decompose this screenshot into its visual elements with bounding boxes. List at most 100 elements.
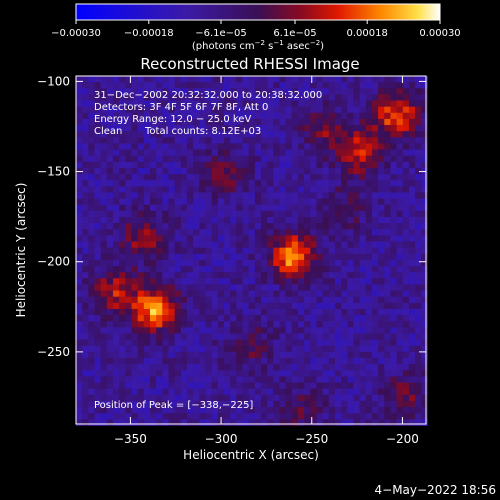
heatmap-cell xyxy=(365,272,373,279)
heatmap-cell xyxy=(82,161,89,169)
heatmap-cell xyxy=(82,266,89,273)
heatmap-cell xyxy=(186,315,194,322)
heatmap-cell xyxy=(322,272,330,279)
heatmap-cell xyxy=(359,198,367,206)
heatmap-cell xyxy=(316,308,324,316)
heatmap-cell xyxy=(297,118,305,126)
heatmap-cell xyxy=(174,247,182,255)
heatmap-cell xyxy=(236,204,243,212)
heatmap-cell xyxy=(230,266,237,273)
heatmap-cell xyxy=(94,407,102,414)
heatmap-cell xyxy=(230,388,237,396)
heatmap-cell xyxy=(211,241,219,249)
heatmap-cell xyxy=(267,351,274,359)
heatmap-cell xyxy=(131,259,139,267)
heatmap-cell xyxy=(174,125,182,132)
heatmap-cell xyxy=(310,419,317,426)
heatmap-cell xyxy=(421,235,428,242)
heatmap-cell xyxy=(76,266,83,273)
heatmap-cell xyxy=(291,161,299,169)
heatmap-cell xyxy=(223,308,231,316)
heatmap-cell xyxy=(174,204,182,212)
heatmap-cell xyxy=(217,106,225,114)
heatmap-cell xyxy=(396,149,404,157)
heatmap-cell xyxy=(415,419,422,426)
heatmap-cell xyxy=(285,131,293,138)
heatmap-cell xyxy=(304,413,311,420)
heatmap-cell xyxy=(162,351,169,359)
heatmap-cell xyxy=(205,394,213,402)
heatmap-cell xyxy=(112,278,120,285)
heatmap-cell xyxy=(408,266,416,273)
heatmap-cell xyxy=(149,333,157,341)
heatmap-cell xyxy=(421,180,428,187)
heatmap-cell xyxy=(304,259,311,267)
heatmap-cell xyxy=(291,266,299,273)
heatmap-cell xyxy=(408,125,416,132)
heatmap-cell xyxy=(76,82,83,89)
heatmap-cell xyxy=(168,88,176,95)
heatmap-cell xyxy=(415,394,422,402)
heatmap-cell xyxy=(353,382,361,390)
heatmap-cell xyxy=(217,364,225,371)
heatmap-cell xyxy=(168,94,176,101)
heatmap-cell xyxy=(125,88,132,95)
heatmap-cell xyxy=(205,112,213,120)
heatmap-cell xyxy=(211,339,219,347)
heatmap-cell xyxy=(205,321,213,328)
heatmap-cell xyxy=(242,118,250,126)
heatmap-cell xyxy=(242,284,250,291)
heatmap-cell xyxy=(242,358,250,365)
heatmap-cell xyxy=(143,180,151,187)
heatmap-cell xyxy=(180,149,188,157)
heatmap-cell xyxy=(267,419,274,426)
heatmap-cell xyxy=(328,388,336,396)
heatmap-cell xyxy=(217,315,225,322)
heatmap-cell xyxy=(359,302,367,310)
heatmap-cell xyxy=(341,272,348,279)
heatmap-cell xyxy=(359,180,367,187)
heatmap-cell xyxy=(76,118,83,126)
heatmap-cell xyxy=(205,333,213,341)
heatmap-cell xyxy=(236,88,243,95)
heatmap-cell xyxy=(230,118,237,126)
heatmap-cell xyxy=(334,278,342,285)
heatmap-cell xyxy=(125,106,132,114)
heatmap-cell xyxy=(174,351,182,359)
heatmap-cell xyxy=(242,308,250,316)
heatmap-cell xyxy=(254,364,262,371)
heatmap-cell xyxy=(415,315,422,322)
heatmap-cell xyxy=(217,223,225,230)
heatmap-cell xyxy=(82,358,89,365)
heatmap-cell xyxy=(390,308,398,316)
heatmap-cell xyxy=(378,131,385,138)
heatmap-cell xyxy=(112,345,120,353)
heatmap-cell xyxy=(211,100,219,108)
heatmap-cell xyxy=(199,400,206,408)
heatmap-cell xyxy=(106,351,114,359)
heatmap-cell xyxy=(396,100,404,108)
heatmap-cell xyxy=(131,419,139,426)
heatmap-cell xyxy=(88,302,95,310)
heatmap-cell xyxy=(88,137,95,144)
heatmap-cell xyxy=(156,388,163,396)
heatmap-cell xyxy=(291,351,299,359)
heatmap-cell xyxy=(180,278,188,285)
heatmap-cell xyxy=(328,284,336,291)
heatmap-cell xyxy=(88,247,95,255)
heatmap-cell xyxy=(211,266,219,273)
heatmap-cell xyxy=(156,186,163,193)
heatmap-cell xyxy=(353,394,361,402)
heatmap-cell xyxy=(137,106,145,114)
heatmap-cell xyxy=(322,333,330,341)
heatmap-cell xyxy=(236,167,243,175)
heatmap-cell xyxy=(180,174,188,181)
heatmap-cell xyxy=(88,400,95,408)
heatmap-cell xyxy=(254,217,262,224)
heatmap-cell xyxy=(408,229,416,236)
heatmap-cell xyxy=(347,413,354,420)
heatmap-cell xyxy=(168,198,176,206)
heatmap-cell xyxy=(316,333,324,341)
heatmap-cell xyxy=(402,351,410,359)
heatmap-cell xyxy=(328,266,336,273)
